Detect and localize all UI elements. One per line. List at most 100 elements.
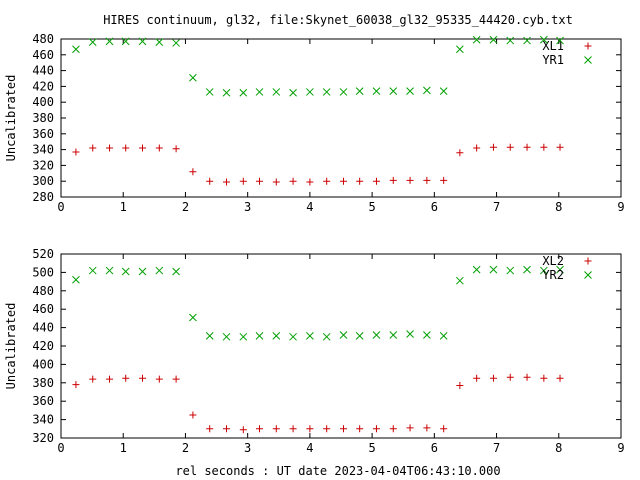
data-point	[355, 87, 364, 95]
data-point	[356, 425, 364, 433]
data-point	[255, 425, 263, 433]
x-tick-label: 6	[431, 200, 438, 214]
data-point	[105, 266, 114, 275]
data-point	[239, 426, 247, 434]
data-point	[122, 374, 130, 382]
data-point	[138, 267, 147, 276]
data-point	[255, 332, 264, 340]
data-point	[406, 424, 414, 432]
data-point	[155, 38, 164, 47]
data-point	[556, 265, 564, 274]
y-tick-label: 460	[32, 48, 54, 62]
y-tick-label: 360	[32, 394, 54, 408]
data-point	[122, 144, 130, 152]
y-tick-label: 400	[32, 95, 54, 109]
y-tick-label: 280	[32, 190, 54, 204]
data-point	[89, 144, 97, 152]
data-point	[539, 35, 548, 44]
data-point	[523, 143, 531, 151]
y-tick-label: 420	[32, 339, 54, 353]
data-point	[206, 177, 214, 185]
x-tick-label: 2	[182, 200, 189, 214]
data-point	[189, 168, 197, 176]
data-point	[223, 425, 231, 433]
x-tick-label: 3	[244, 441, 251, 455]
data-point	[423, 331, 431, 339]
data-point	[189, 313, 197, 322]
data-point	[121, 267, 130, 276]
data-point	[389, 331, 398, 339]
x-tick-label: 0	[57, 200, 64, 214]
data-point	[88, 266, 97, 275]
data-point	[506, 36, 515, 45]
data-point	[189, 73, 197, 82]
y-tick-label: 300	[32, 174, 54, 188]
data-point	[456, 149, 464, 157]
x-tick-label: 1	[120, 441, 127, 455]
data-point	[540, 143, 548, 151]
plot-frame	[60, 253, 622, 439]
data-point	[455, 45, 464, 54]
data-point	[406, 330, 414, 338]
data-point	[272, 425, 280, 433]
data-point	[272, 332, 281, 340]
data-point	[489, 143, 497, 151]
data-point	[206, 425, 214, 433]
y-tick-label: 380	[32, 376, 54, 390]
y-tick-label: 320	[32, 158, 54, 172]
y-tick-label: 320	[32, 431, 54, 445]
data-point	[339, 425, 347, 433]
data-point	[272, 178, 280, 186]
data-point	[255, 177, 263, 185]
data-point	[322, 88, 331, 96]
x-tick-label: 2	[182, 441, 189, 455]
y-tick-label: 480	[32, 284, 54, 298]
data-point	[272, 88, 281, 96]
data-point	[455, 276, 464, 285]
y-tick-label: 440	[32, 64, 54, 78]
data-point	[189, 411, 197, 419]
x-tick-label: 7	[493, 200, 500, 214]
data-point	[539, 266, 548, 275]
data-point	[139, 374, 147, 382]
y-tick-label: 360	[32, 127, 54, 141]
data-point	[155, 266, 164, 275]
data-point	[172, 145, 180, 153]
y-tick-label: 380	[32, 111, 54, 125]
plot-frame	[60, 38, 622, 198]
y-tick-label: 340	[32, 413, 54, 427]
data-point	[239, 88, 248, 97]
data-point	[339, 88, 348, 96]
x-tick-label: 4	[306, 200, 313, 214]
data-point	[172, 39, 180, 47]
x-tick-label: 3	[244, 200, 251, 214]
data-point	[222, 332, 231, 341]
data-point	[89, 375, 97, 383]
x-axis-label: rel seconds : UT date 2023-04-04T06:43:1…	[175, 464, 500, 478]
data-point	[372, 87, 381, 95]
y-tick-label: 400	[32, 357, 54, 371]
data-point	[306, 425, 314, 433]
data-point	[106, 375, 114, 383]
data-point	[472, 265, 481, 274]
y-tick-label: 340	[32, 143, 54, 157]
legend-marker	[584, 42, 592, 50]
data-point	[439, 87, 448, 95]
series-YR1	[72, 35, 564, 97]
data-point	[440, 176, 448, 184]
data-point	[289, 177, 297, 185]
series-YR2	[72, 265, 564, 341]
data-point	[121, 37, 130, 46]
data-point	[423, 86, 431, 95]
data-point	[355, 332, 364, 340]
data-point	[440, 425, 448, 433]
data-point	[155, 375, 163, 383]
y-tick-label: 440	[32, 321, 54, 335]
data-point	[523, 265, 531, 274]
data-point	[223, 178, 231, 186]
data-point	[172, 267, 180, 276]
data-point	[472, 35, 481, 44]
y-axis-label: Uncalibrated	[4, 75, 18, 162]
